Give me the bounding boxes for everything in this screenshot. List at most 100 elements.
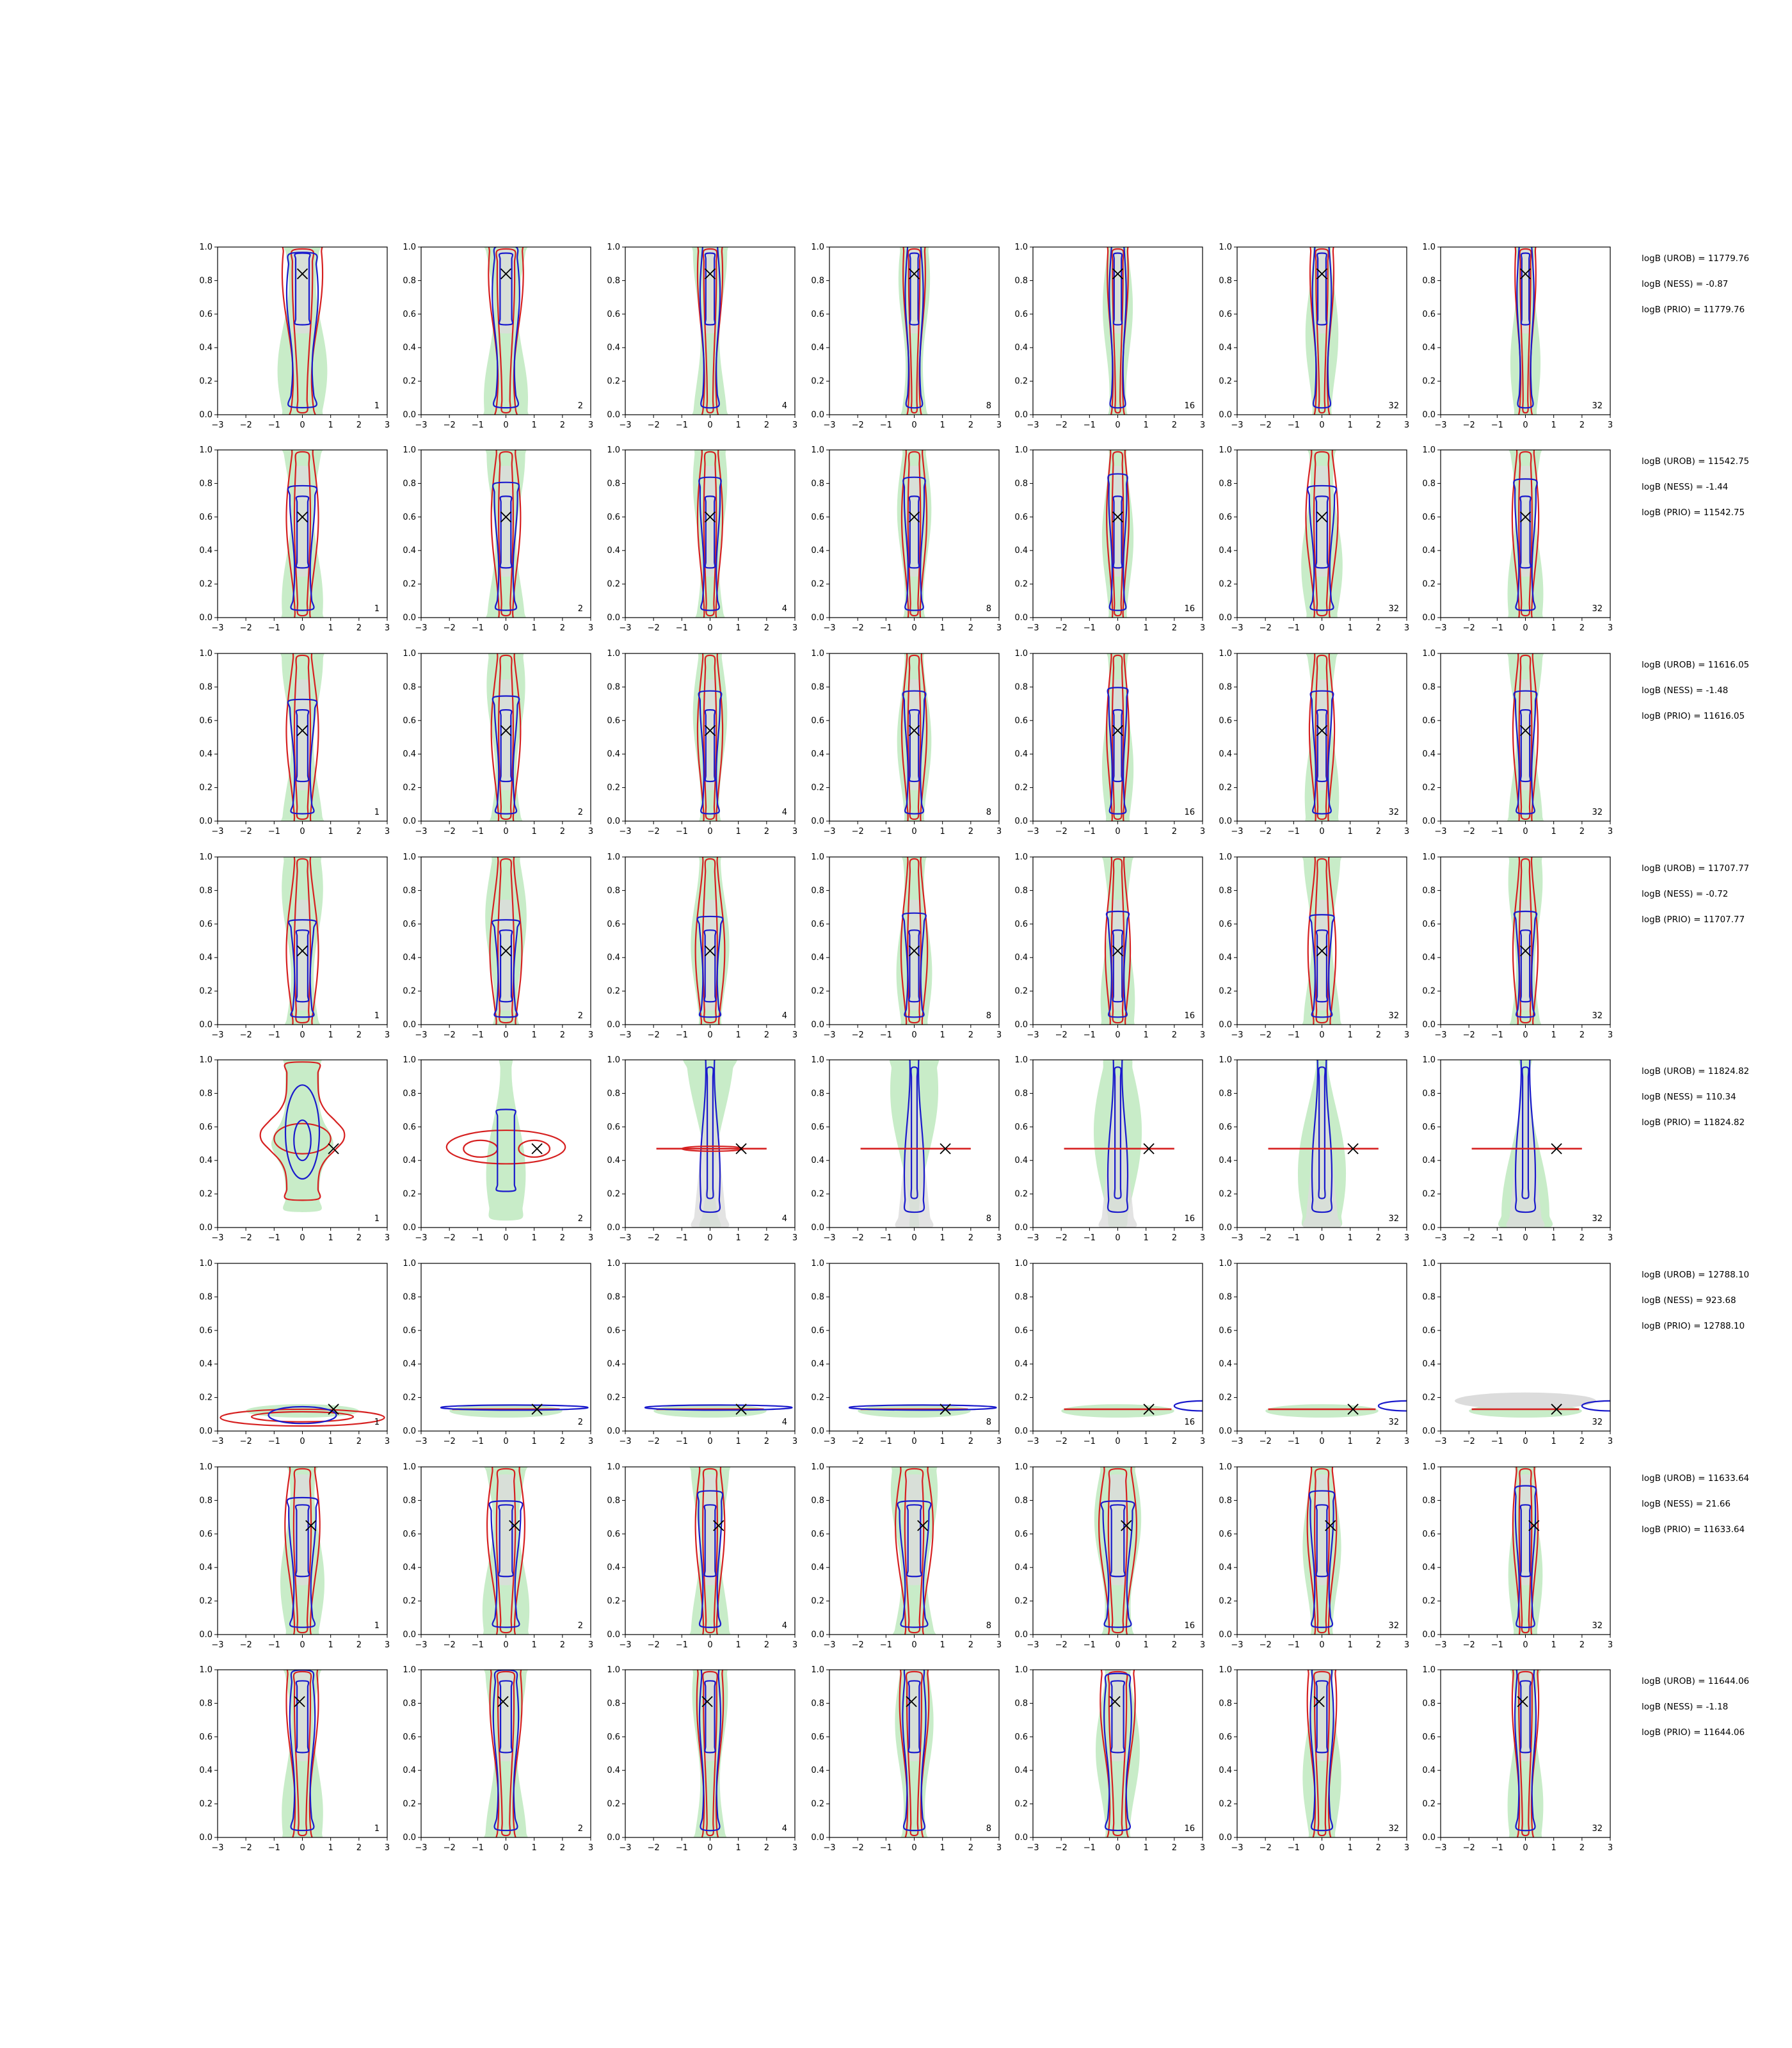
- panel-corner-label: 32: [1592, 1011, 1603, 1021]
- x-tick-label: 3: [1608, 1437, 1613, 1446]
- x-tick-label: −1: [472, 420, 484, 430]
- y-tick-label: 0.6: [1014, 513, 1028, 522]
- y-tick-label: 1.0: [1219, 243, 1232, 252]
- y-tick-label: 0.0: [199, 613, 212, 623]
- y-tick-label: 0.8: [811, 682, 824, 692]
- x-tick-label: −2: [444, 1640, 456, 1650]
- x-tick-label: −2: [444, 623, 456, 633]
- logb-annotation: logB (UROB) = 11542.75: [1642, 456, 1749, 467]
- y-tick-label: 0.8: [1219, 479, 1232, 488]
- x-tick-label: 3: [588, 1437, 593, 1446]
- panel-r8-c3: −3 −2 −1 0 1 2 3 0.0 0.2 0.4 0.6 0.8 1.0 4: [607, 1665, 797, 1853]
- panel-corner-label: 2: [578, 1418, 583, 1427]
- contour-red-outer: [490, 653, 522, 821]
- x-tick-label: −2: [648, 623, 660, 633]
- contour-red-outer: [1512, 1467, 1539, 1635]
- y-tick-label: 0.4: [199, 749, 212, 759]
- y-tick-label: 0.2: [607, 783, 620, 793]
- y-tick-label: 0.0: [199, 1020, 212, 1030]
- x-tick-label: −1: [1491, 827, 1503, 836]
- true-value-marker: [1316, 945, 1328, 957]
- x-tick-label: −2: [1055, 1640, 1068, 1650]
- y-tick-label: 0.2: [1422, 1800, 1436, 1809]
- y-tick-label: 0.4: [607, 1156, 620, 1165]
- y-tick-label: 0.6: [199, 1123, 212, 1132]
- density-fill-green: [858, 1404, 971, 1418]
- true-value-marker: [294, 1696, 305, 1708]
- x-tick-label: 2: [1580, 1437, 1585, 1446]
- contour-blue-inner: [1112, 495, 1123, 569]
- y-tick-label: 0.2: [1014, 783, 1028, 793]
- true-value-marker: [1325, 1520, 1336, 1532]
- panel-corner-label: 4: [782, 401, 787, 411]
- y-tick-label: 0.6: [199, 1530, 212, 1539]
- true-value-marker: [917, 1520, 929, 1532]
- density-fill-grey: [294, 1670, 311, 1761]
- true-value-marker: [1143, 1143, 1155, 1155]
- y-tick-label: 1.0: [811, 1055, 824, 1065]
- x-tick-label: −3: [415, 1437, 427, 1446]
- x-tick-label: −3: [211, 1640, 223, 1650]
- contour-blue-inner: [908, 495, 920, 569]
- x-tick-label: 0: [1115, 1030, 1120, 1040]
- x-tick-label: 2: [1376, 623, 1381, 633]
- x-tick-label: 1: [736, 1233, 741, 1243]
- y-tick-label: 0.0: [607, 613, 620, 623]
- x-tick-label: 0: [1523, 1843, 1528, 1853]
- x-tick-label: −3: [1027, 623, 1039, 633]
- density-fill-grey: [1112, 247, 1123, 333]
- x-tick-label: 0: [911, 1843, 916, 1853]
- x-tick-label: −2: [852, 1437, 864, 1446]
- panel-corner-label: 32: [1388, 604, 1399, 614]
- logb-annotation: logB (NESS) = -1.18: [1642, 1702, 1728, 1712]
- contour-blue-outer: [288, 919, 317, 1018]
- x-tick-label: 1: [532, 827, 537, 836]
- x-tick-label: 1: [532, 1843, 537, 1853]
- y-tick-label: 1.0: [1219, 1055, 1232, 1065]
- x-tick-label: 1: [532, 1437, 537, 1446]
- x-tick-label: 2: [560, 623, 565, 633]
- x-tick-label: 0: [1523, 1437, 1528, 1446]
- y-tick-label: 0.2: [607, 1190, 620, 1199]
- y-tick-label: 1.0: [811, 243, 824, 252]
- panel-r4-c6: −3 −2 −1 0 1 2 3 0.0 0.2 0.4 0.6 0.8 1.0 32: [1219, 852, 1409, 1040]
- contour-red-outer: [900, 450, 928, 618]
- x-tick-label: −2: [1463, 1437, 1475, 1446]
- contour-red-outer: [490, 450, 522, 618]
- panel-corner-label: 8: [986, 808, 991, 817]
- x-tick-label: −1: [472, 827, 484, 836]
- panel-r7-c6: −3 −2 −1 0 1 2 3 0.0 0.2 0.4 0.6 0.8 1.0 32: [1219, 1462, 1409, 1650]
- panel-r7-c5: −3 −2 −1 0 1 2 3 0.0 0.2 0.4 0.6 0.8 1.0 16: [1014, 1462, 1205, 1650]
- logb-annotation: logB (NESS) = -0.72: [1642, 889, 1728, 899]
- contour-blue-inner: [908, 1680, 921, 1754]
- x-tick-label: 2: [356, 1233, 362, 1243]
- x-tick-label: 3: [1608, 1030, 1613, 1040]
- y-tick-label: 0.8: [811, 479, 824, 488]
- contour-blue-outer: [287, 698, 318, 815]
- y-tick-label: 0.2: [1014, 1597, 1028, 1606]
- x-tick-label: 2: [1580, 1843, 1585, 1853]
- x-tick-label: 0: [707, 1843, 712, 1853]
- x-tick-label: 1: [328, 623, 333, 633]
- x-tick-label: 0: [503, 827, 508, 836]
- x-tick-label: −1: [268, 1843, 280, 1853]
- y-tick-label: 0.6: [1422, 716, 1436, 726]
- true-value-marker: [296, 724, 308, 737]
- y-tick-label: 0.4: [1219, 1156, 1232, 1165]
- true-value-marker: [1112, 268, 1124, 280]
- x-tick-label: 2: [1172, 420, 1177, 430]
- y-tick-label: 1.0: [1014, 852, 1028, 862]
- x-tick-label: 2: [1580, 827, 1585, 836]
- true-value-marker: [735, 1143, 747, 1155]
- logb-annotation: logB (UROB) = 11644.06: [1642, 1676, 1749, 1686]
- true-value-marker: [500, 724, 512, 737]
- panel-r5-c5: −3 −2 −1 0 1 2 3 0.0 0.2 0.4 0.6 0.8 1.0 16: [1014, 1055, 1205, 1243]
- y-tick-label: 1.0: [199, 243, 212, 252]
- panel-corner-label: 1: [374, 1824, 380, 1834]
- x-tick-label: 3: [385, 623, 390, 633]
- x-tick-label: 3: [385, 420, 390, 430]
- contour-red-outer: [696, 450, 724, 618]
- contour-red-inner: [495, 1468, 516, 1634]
- x-tick-label: 3: [1608, 1640, 1613, 1650]
- x-tick-label: 0: [1115, 1640, 1120, 1650]
